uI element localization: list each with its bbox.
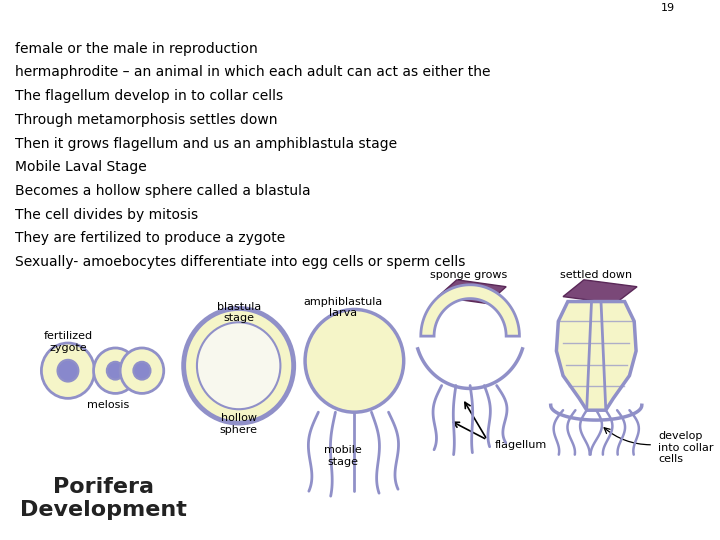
Circle shape (94, 348, 138, 394)
Text: Then it grows flagellum and us an amphiblastula stage: Then it grows flagellum and us an amphib… (15, 137, 397, 151)
Polygon shape (438, 280, 506, 303)
Text: female or the male in reproduction: female or the male in reproduction (15, 42, 258, 56)
Text: Becomes a hollow sphere called a blastula: Becomes a hollow sphere called a blastul… (15, 184, 310, 198)
Text: Porifera
Development: Porifera Development (19, 477, 186, 520)
Text: sponge grows: sponge grows (430, 270, 507, 280)
Text: settled down: settled down (560, 270, 632, 280)
Circle shape (197, 322, 280, 409)
Polygon shape (563, 280, 637, 303)
Text: 19: 19 (661, 3, 675, 13)
Circle shape (58, 360, 78, 382)
Polygon shape (420, 285, 519, 336)
Circle shape (120, 348, 163, 394)
Text: The flagellum develop in to collar cells: The flagellum develop in to collar cells (15, 89, 283, 103)
Text: blastula
stage: blastula stage (217, 301, 261, 323)
Text: flagellum: flagellum (495, 440, 547, 450)
Text: Through metamorphosis settles down: Through metamorphosis settles down (15, 113, 277, 127)
Circle shape (133, 362, 150, 380)
Text: melosis: melosis (86, 400, 129, 410)
Circle shape (107, 362, 124, 380)
Circle shape (305, 309, 404, 412)
Text: hermaphrodite – an animal in which each adult can act as either the: hermaphrodite – an animal in which each … (15, 65, 490, 79)
Text: mobile
stage: mobile stage (324, 445, 362, 467)
Text: develop
into collar
cells: develop into collar cells (658, 431, 714, 464)
Text: They are fertilized to produce a zygote: They are fertilized to produce a zygote (15, 232, 285, 245)
Text: fertilized
zygote: fertilized zygote (43, 331, 92, 353)
Text: The cell divides by mitosis: The cell divides by mitosis (15, 208, 198, 222)
Polygon shape (557, 301, 636, 410)
Text: Sexually- amoebocytes differentiate into egg cells or sperm cells: Sexually- amoebocytes differentiate into… (15, 255, 465, 269)
Text: Mobile Laval Stage: Mobile Laval Stage (15, 160, 147, 174)
Circle shape (41, 343, 94, 399)
Text: hollow
sphere: hollow sphere (220, 413, 258, 435)
Circle shape (184, 308, 294, 423)
Text: amphiblastula
larva: amphiblastula larva (303, 296, 382, 318)
